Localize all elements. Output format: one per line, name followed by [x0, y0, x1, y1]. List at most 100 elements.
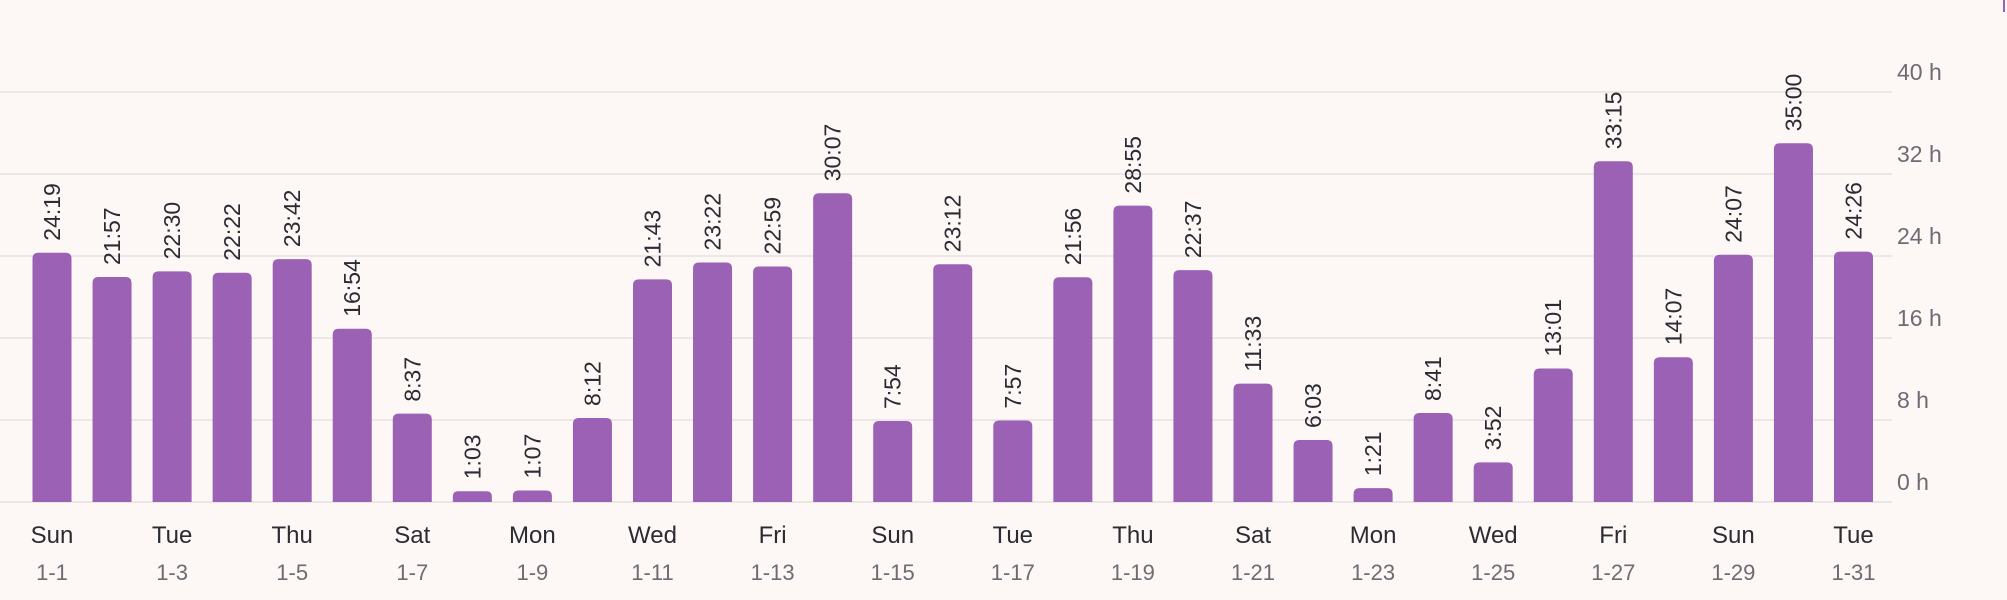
x-tick-date-1-19: 1-19 — [1111, 560, 1155, 585]
x-tick-day-1-27: Fri — [1599, 522, 1627, 549]
x-tick-date-1-31: 1-31 — [1831, 560, 1875, 585]
x-tick-date-1-3: 1-3 — [156, 560, 188, 585]
bar-1-23 — [1353, 488, 1393, 502]
x-tick-day-1-13: Fri — [759, 522, 787, 549]
x-tick-date-1-1: 1-1 — [36, 560, 68, 585]
x-tick-day-1-9: Mon — [509, 522, 556, 549]
bar-1-15 — [873, 421, 913, 502]
value-label-1-29: 24:07 — [1720, 185, 1746, 243]
value-label-1-14: 30:07 — [820, 124, 846, 182]
bar-layer — [32, 143, 1873, 502]
bar-1-29 — [1713, 254, 1753, 502]
bar-1-28 — [1653, 357, 1693, 502]
bar-1-5 — [272, 259, 312, 502]
y-tick-label-32: 32 h — [1897, 141, 1942, 167]
bar-1-18 — [1053, 277, 1093, 502]
x-tick-date-1-13: 1-13 — [751, 560, 795, 585]
x-tick-day-1-21: Sat — [1235, 522, 1271, 549]
y-tick-label-40: 40 h — [1897, 59, 1942, 85]
bar-1-27 — [1593, 161, 1633, 502]
bar-1-21 — [1233, 383, 1273, 502]
bar-1-4 — [212, 272, 252, 502]
bar-1-3 — [152, 271, 192, 502]
x-tick-date-1-17: 1-17 — [991, 560, 1035, 585]
value-label-1-11: 21:43 — [640, 210, 666, 268]
value-label-1-17: 7:57 — [1000, 364, 1026, 409]
x-tick-day-1-25: Wed — [1469, 522, 1518, 549]
x-tick-day-1-19: Thu — [1112, 522, 1153, 549]
x-tick-day-1-23: Mon — [1350, 522, 1397, 549]
value-label-1-27: 33:15 — [1600, 92, 1626, 150]
value-label-1-28: 14:07 — [1660, 288, 1686, 346]
value-label-1-15: 7:54 — [880, 364, 906, 409]
bar-1-12 — [693, 262, 733, 502]
value-label-layer: 24:19 21:57 22:30 22:22 23:42 16:54 8:37 1:03 1:… — [39, 74, 1867, 480]
value-label-1-31: 24:26 — [1841, 182, 1867, 240]
bar-1-10 — [572, 417, 612, 502]
y-tick-label-24: 24 h — [1897, 223, 1942, 249]
x-tick-date-1-5: 1-5 — [276, 560, 308, 585]
x-tick-day-1-11: Wed — [628, 522, 677, 549]
bar-1-30 — [1773, 143, 1813, 502]
value-label-1-21: 11:33 — [1240, 316, 1266, 372]
x-tick-date-1-23: 1-23 — [1351, 560, 1395, 585]
value-label-1-23: 1:21 — [1360, 431, 1386, 476]
x-tick-date-1-29: 1-29 — [1711, 560, 1755, 585]
x-tick-date-1-9: 1-9 — [517, 560, 549, 585]
bar-1-31 — [1834, 251, 1873, 502]
value-label-1-1: 24:19 — [39, 183, 65, 241]
bar-1-9 — [512, 490, 552, 502]
value-label-1-12: 23:22 — [700, 193, 726, 251]
x-tick-day-1-5: Thu — [272, 522, 313, 549]
value-label-1-5: 23:42 — [279, 190, 305, 248]
value-label-1-8: 1:03 — [459, 434, 485, 479]
x-tick-date-1-15: 1-15 — [871, 560, 915, 585]
value-label-1-2: 21:57 — [99, 207, 125, 265]
x-tick-day-1-15: Sun — [871, 522, 914, 549]
value-label-1-25: 3:52 — [1480, 406, 1506, 451]
bar-1-25 — [1473, 462, 1513, 502]
value-label-1-24: 8:41 — [1420, 356, 1446, 401]
bar-1-7 — [392, 413, 432, 502]
x-tick-date-1-21: 1-21 — [1231, 560, 1275, 585]
x-tick-day-1-1: Sun — [31, 522, 74, 549]
value-label-1-20: 22:37 — [1180, 201, 1206, 259]
bar-1-1 — [32, 252, 72, 502]
x-tick-day-1-3: Tue — [152, 522, 192, 549]
bar-1-14 — [813, 193, 853, 502]
x-tick-date-1-25: 1-25 — [1471, 560, 1515, 585]
bar-1-11 — [633, 279, 672, 502]
value-label-1-13: 22:59 — [760, 197, 786, 255]
bar-1-26 — [1533, 368, 1573, 502]
y-tick-label-0: 0 h — [1897, 469, 1929, 495]
value-label-1-19: 28:55 — [1120, 136, 1146, 194]
value-label-1-4: 22:22 — [219, 203, 245, 261]
x-tick-date-1-7: 1-7 — [396, 560, 428, 585]
x-tick-day-1-31: Tue — [1833, 522, 1873, 549]
value-label-1-3: 22:30 — [159, 202, 185, 260]
bar-1-19 — [1113, 205, 1153, 502]
y-axis-tick-layer: 0 h 8 h 16 h 24 h 32 h 40 h — [1897, 59, 1942, 495]
x-axis-tick-layer: Sun 1-1 Tue 1-3 Thu 1-5 Sat 1-7 Mon 1-9 Wed 1-11 Fri… — [31, 522, 1876, 585]
x-tick-date-1-11: 1-11 — [631, 560, 673, 585]
y-tick-label-8: 8 h — [1897, 387, 1929, 413]
value-label-1-26: 13:01 — [1540, 299, 1566, 357]
bar-1-6 — [332, 328, 372, 502]
x-tick-day-1-7: Sat — [394, 522, 430, 549]
value-label-1-10: 8:12 — [579, 361, 605, 406]
value-label-1-16: 23:12 — [940, 195, 966, 253]
bar-1-20 — [1173, 270, 1213, 502]
value-label-1-6: 16:54 — [339, 259, 365, 317]
x-tick-date-1-27: 1-27 — [1591, 560, 1635, 585]
bar-1-17 — [993, 420, 1033, 502]
value-label-1-30: 35:00 — [1780, 74, 1806, 132]
bar-1-22 — [1293, 439, 1333, 502]
value-label-1-22: 6:03 — [1300, 383, 1326, 428]
value-label-1-9: 1:07 — [519, 434, 545, 479]
bar-1-24 — [1413, 413, 1453, 502]
x-tick-day-1-17: Tue — [993, 522, 1033, 549]
x-tick-day-1-29: Sun — [1712, 522, 1755, 549]
bar-1-2 — [92, 277, 132, 502]
